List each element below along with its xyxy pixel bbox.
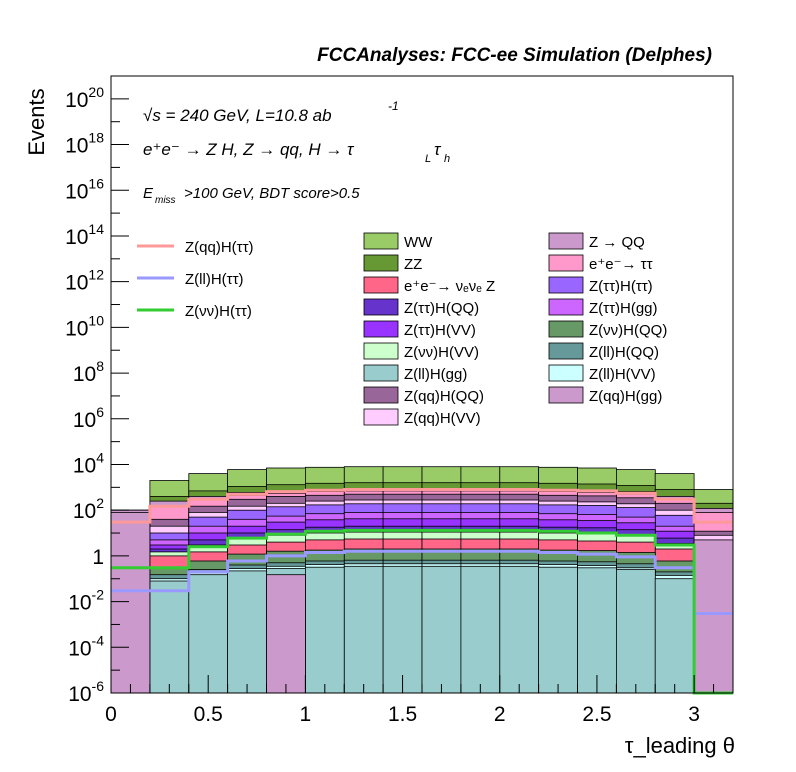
annotation-energy-lumi: √s = 240 GeV, L=10.8 ab xyxy=(143,106,332,125)
y-tick-label-6: 106 xyxy=(73,404,104,432)
annotation-process: e⁺e⁻ → Z H, Z → qq, H → τ xyxy=(143,140,355,159)
annotation-block: √s = 240 GeV, L=10.8 ab -1 e⁺e⁻ → Z H, Z… xyxy=(143,99,450,206)
legend-fill-col2-label-0: Z → QQ xyxy=(589,234,645,251)
legend-fill-col2-swatch-1 xyxy=(548,254,584,272)
legend: Z(qq)H(ττ) Z(ll)H(ττ) Z(νν)H(ττ) WW ZZ e⁺e⁻→ … xyxy=(137,232,667,427)
legend-fill-col1-label-3: Z(ττ)H(QQ) xyxy=(404,300,479,317)
x-tick-labels: 0 0.5 1 1.5 2 2.5 3 xyxy=(105,703,700,726)
chart-title: FCCAnalyses: FCC-ee Simulation (Delphes) xyxy=(317,45,712,66)
overlay-line-2 xyxy=(111,528,733,695)
bar-z-ll-h-gg-2 xyxy=(188,574,229,694)
bar-z-ll-h-gg-12 xyxy=(577,567,617,694)
legend-fill-col2-swatch-3 xyxy=(548,298,584,316)
legend-fill-col2-label-1: e⁺e⁻→ ττ xyxy=(589,256,653,273)
y-tick-label-4: 102 xyxy=(73,495,104,523)
legend-fill-col1-label-5: Z(νν)H(VV) xyxy=(404,344,479,361)
y-tick-label-9: 1012 xyxy=(65,267,104,295)
legend-fill-col1-swatch-8 xyxy=(363,408,399,426)
annotation-tau-sub-h: h xyxy=(444,153,450,165)
annotation-tau-sub-l: L xyxy=(425,153,431,165)
bar-z-qq-0 xyxy=(110,512,151,694)
legend-fill-col1-swatch-3 xyxy=(363,298,399,316)
legend-fill-col2-label-5: Z(ll)H(QQ) xyxy=(589,344,659,361)
axis-ticks xyxy=(110,75,734,694)
y-tick-label-10: 1014 xyxy=(65,221,104,249)
legend-fill-col1-label-7: Z(qq)H(QQ) xyxy=(404,388,484,405)
bar-z-ll-h-gg-3 xyxy=(227,570,267,694)
bar-z-ll-h-gg-7 xyxy=(382,565,423,694)
y-tick-label-13: 1020 xyxy=(65,84,104,112)
bar-z-ll-h-gg-11 xyxy=(538,566,578,694)
bar-z-ll-h-gg-10 xyxy=(499,565,540,694)
y-tick-label-1: 10-4 xyxy=(68,632,104,660)
bar-z-ll-h-gg-14 xyxy=(654,578,695,694)
bar-z-ll-h-gg-6 xyxy=(343,565,384,694)
y-tick-label-8: 1010 xyxy=(65,312,104,340)
x-tick-label-5: 2.5 xyxy=(582,703,611,726)
legend-fill-col1-swatch-2 xyxy=(363,276,399,294)
x-tick-label-3: 1.5 xyxy=(388,703,417,726)
x-tick-label-4: 2 xyxy=(494,703,506,726)
y-tick-label-2: 10-2 xyxy=(68,587,104,615)
legend-fill-col2-swatch-2 xyxy=(548,276,584,294)
legend-fill-col1-swatch-1 xyxy=(363,254,399,272)
legend-fill-col1-swatch-0 xyxy=(363,232,399,250)
legend-fill-col2-label-6: Z(ll)H(VV) xyxy=(589,366,656,383)
legend-fill-col2-swatch-6 xyxy=(548,364,584,382)
legend-line-label-1: Z(ll)H(ττ) xyxy=(185,271,244,288)
y-tick-label-7: 108 xyxy=(73,358,104,386)
x-tick-label-1: 0.5 xyxy=(194,703,223,726)
legend-fill-col2-swatch-0 xyxy=(548,232,584,250)
overlay-line-0 xyxy=(111,488,733,524)
y-tick-label-3: 1 xyxy=(92,546,104,569)
legend-fill-col1-swatch-5 xyxy=(363,342,399,360)
legend-fill-col1-label-1: ZZ xyxy=(404,256,422,273)
bar-z-qq-4 xyxy=(266,574,306,694)
histogram-bars xyxy=(110,466,734,694)
y-tick-label-11: 1016 xyxy=(65,175,104,203)
annotation-cuts: >100 GeV, BDT score>0.5 xyxy=(184,185,360,202)
legend-fill-col1-label-8: Z(qq)H(VV) xyxy=(404,410,481,427)
legend-fill-col1-swatch-7 xyxy=(363,386,399,404)
legend-fill-col2-swatch-4 xyxy=(548,320,584,338)
annotation-emiss-sub: miss xyxy=(155,195,176,206)
y-axis-label: Events xyxy=(24,88,49,155)
y-tick-label-12: 1018 xyxy=(65,130,104,158)
legend-fill-col2-swatch-7 xyxy=(548,386,584,404)
legend-fill-col1-label-2: e⁺e⁻→ νₑνₑ Z xyxy=(404,278,495,295)
x-tick-label-6: 3 xyxy=(688,703,700,726)
legend-fill-col1-swatch-4 xyxy=(363,320,399,338)
legend-fill-col2-label-2: Z(ττ)H(ττ) xyxy=(589,278,653,295)
y-tick-label-5: 104 xyxy=(73,449,104,477)
legend-fill-col1-label-4: Z(ττ)H(VV) xyxy=(404,322,476,339)
legend-fill-col2-swatch-5 xyxy=(548,342,584,360)
x-tick-label-2: 1 xyxy=(300,703,312,726)
y-tick-label-0: 10-6 xyxy=(68,678,104,706)
legend-fill-col2-label-7: Z(qq)H(gg) xyxy=(589,388,662,405)
annotation-emiss: E xyxy=(143,185,154,202)
bar-z-ll-h-gg-5 xyxy=(304,566,345,694)
x-axis-label: τ_leading θ xyxy=(625,733,735,758)
annotation-tau2: τ xyxy=(434,140,442,159)
bar-z-qq-15 xyxy=(693,539,734,694)
legend-line-label-0: Z(qq)H(ττ) xyxy=(185,239,254,256)
legend-fill-col2-label-3: Z(ττ)H(gg) xyxy=(589,300,658,317)
bar-z-ll-h-gg-9 xyxy=(460,565,501,694)
bar-z-ll-h-gg-8 xyxy=(421,565,462,694)
legend-line-label-2: Z(νν)H(ττ) xyxy=(185,303,252,320)
legend-fill-col2-label-4: Z(νν)H(QQ) xyxy=(589,322,667,339)
overlay-lines xyxy=(111,488,733,695)
x-tick-label-0: 0 xyxy=(105,703,117,726)
bar-z-ll-h-gg-13 xyxy=(616,569,656,694)
legend-fill-col1-label-0: WW xyxy=(404,234,433,251)
overlay-line-1 xyxy=(111,549,733,615)
annotation-lumi-exp: -1 xyxy=(388,99,399,113)
legend-fill-col1-label-6: Z(ll)H(gg) xyxy=(404,366,467,383)
legend-fill-col1-swatch-6 xyxy=(363,364,399,382)
y-tick-labels: 10-6 10-4 10-2 1 102 104 106 108 1010 1012 1014 101… xyxy=(65,84,104,706)
bar-z-ll-h-gg-1 xyxy=(149,580,190,694)
